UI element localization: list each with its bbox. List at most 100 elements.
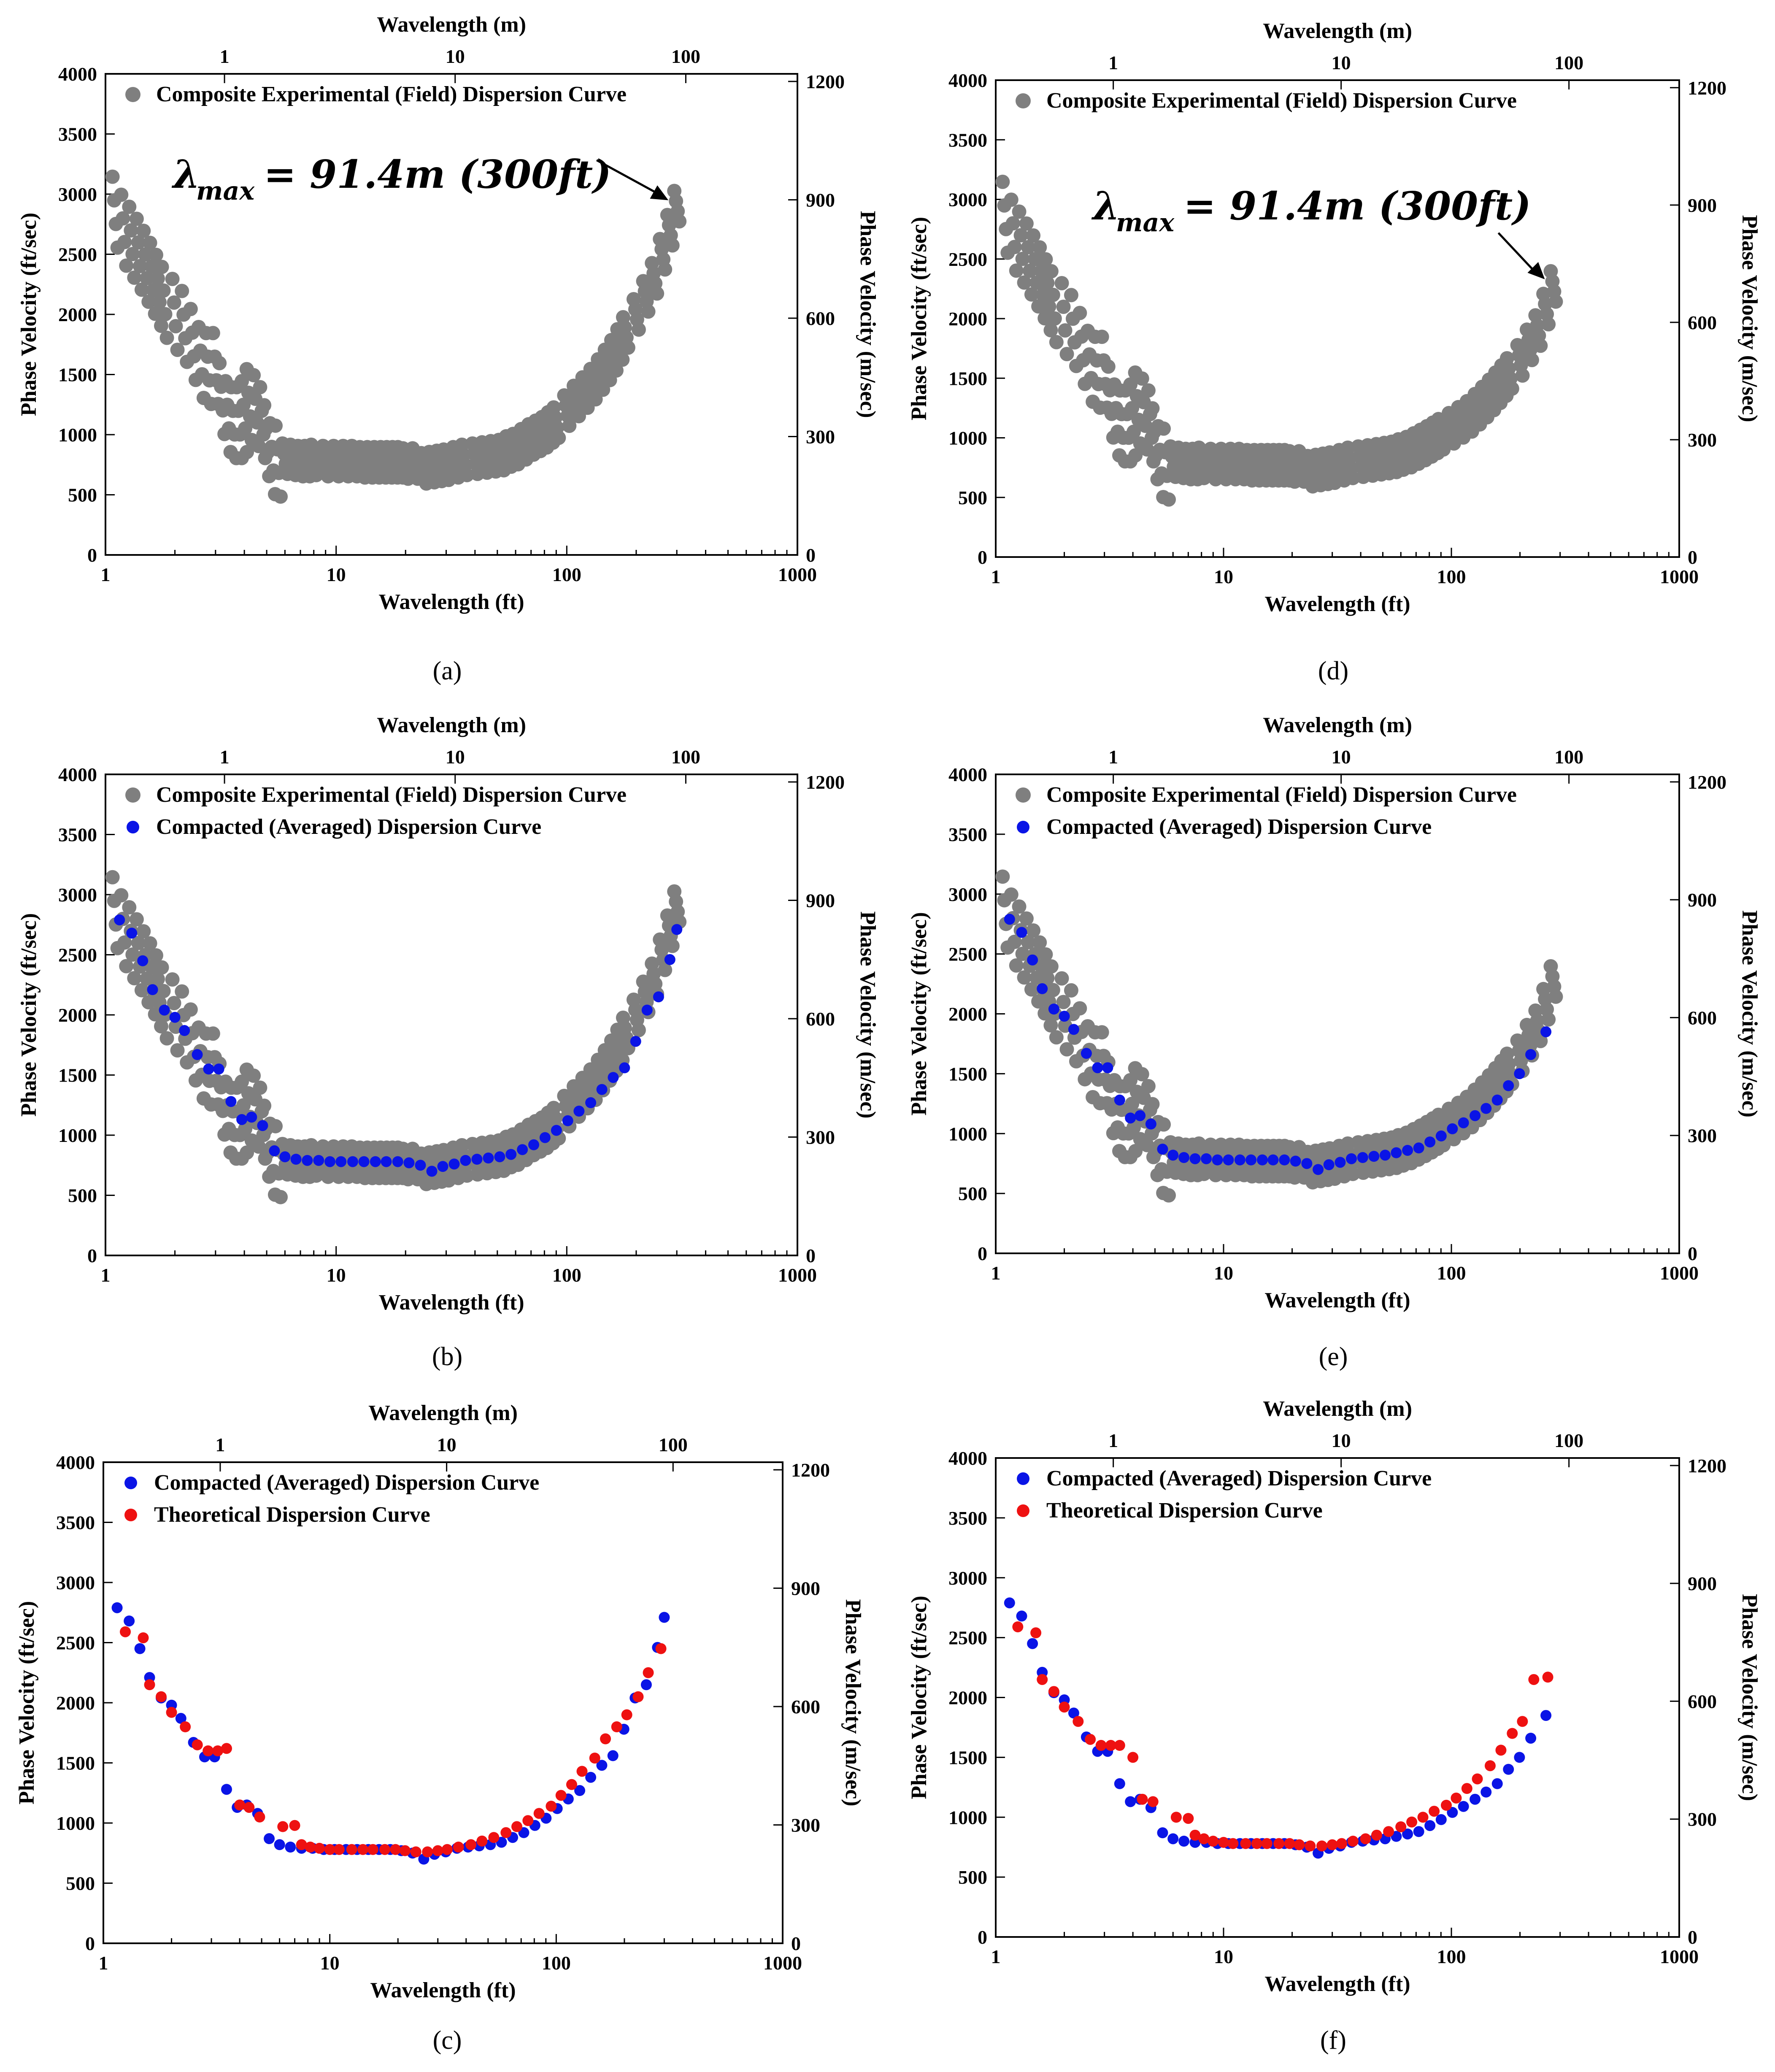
annotation-symbol: λ [1091,183,1120,229]
data-point [1009,958,1024,973]
data-point [117,935,132,950]
data-point [1043,323,1058,338]
legend-marker [125,787,140,803]
x-tick-label: 1000 [1660,566,1699,587]
data-point [1503,1080,1514,1091]
x2-axis-label: Wavelength (m) [377,713,526,737]
data-point [273,489,288,504]
data-point [273,1190,288,1204]
data-point [488,1832,500,1843]
data-point [1548,294,1563,309]
data-point [1383,1826,1394,1837]
data-point [165,272,180,286]
data-point [122,900,137,914]
data-point [1413,1826,1424,1837]
annotation-arrow-head [650,185,669,200]
data-point [111,1602,123,1613]
data-point [1540,1026,1552,1038]
data-point [357,1844,369,1855]
y2-tick-label: 1200 [791,1459,830,1481]
data-point [1043,1018,1058,1033]
data-point [1451,1792,1462,1804]
data-point [1514,1752,1525,1763]
y-tick-label: 4000 [948,1447,987,1469]
data-point [1267,1154,1279,1166]
data-point [1183,1813,1194,1824]
x2-tick-label: 1 [1108,1430,1118,1451]
data-point [422,1846,433,1858]
data-point [1030,1627,1042,1639]
data-point [1470,1793,1481,1805]
y2-tick-label: 1200 [1688,77,1726,99]
data-point [152,295,167,309]
y-tick-label: 3500 [948,1507,987,1529]
data-point [671,924,683,935]
data-point [1447,1807,1458,1818]
data-point [640,1679,652,1691]
data-point [114,888,129,903]
data-point [609,363,624,378]
data-point [183,1002,198,1017]
data-point [1044,264,1059,279]
x2-tick-label: 1 [215,1434,225,1455]
y-axis-label: Phase Velocity (ft/sec) [907,217,931,420]
y2-tick-label: 300 [806,1126,835,1148]
data-point [235,374,249,389]
y2-tick-label: 300 [1688,429,1717,451]
x-tick-label: 1 [99,1952,108,1974]
series-0 [1004,1597,1552,1859]
data-point [254,1811,265,1823]
y-tick-label: 3000 [948,1567,987,1589]
annotation-subscript: max [1116,208,1175,238]
data-point [1105,1740,1116,1751]
data-point [192,1049,203,1060]
series-0 [995,869,1563,1203]
data-point [1336,1838,1347,1849]
data-point [309,1168,324,1183]
x2-tick-label: 1 [220,46,230,67]
data-point [1156,1117,1171,1132]
data-point [117,235,132,249]
data-point [1059,347,1074,361]
data-point [522,1815,534,1826]
data-point [1073,1716,1084,1727]
y-tick-label: 500 [68,484,97,506]
data-point [1123,377,1138,392]
y-tick-label: 2500 [948,944,987,965]
data-point [1048,1004,1059,1015]
data-point [1208,1836,1219,1847]
data-point [631,322,646,337]
data-point [166,1707,177,1718]
y-tick-label: 1500 [56,1753,95,1774]
data-point [221,1784,232,1795]
series-0 [105,169,687,504]
data-point [141,995,156,1009]
y-tick-label: 500 [66,1873,95,1894]
data-point [1368,1151,1380,1162]
data-point [1135,1067,1149,1082]
data-point [453,1842,464,1853]
y-tick-label: 4000 [948,70,987,91]
data-point [1040,276,1055,290]
y-tick-label: 0 [978,546,987,568]
data-point [1056,995,1071,1009]
data-point [143,235,157,250]
data-point [119,258,134,273]
data-point [149,248,163,262]
series-0 [111,1602,670,1865]
y-tick-label: 0 [978,1243,987,1264]
y-tick-label: 4000 [948,764,987,785]
data-point [1162,492,1176,507]
data-point [653,991,664,1003]
x-axis-label: Wavelength (ft) [1264,1972,1410,1996]
data-point [607,1750,619,1761]
data-point [1145,1118,1156,1130]
data-point [243,1802,255,1813]
data-point [426,1166,438,1177]
data-point [1094,1025,1109,1040]
x-axis-label: Wavelength (ft) [1264,592,1410,616]
data-point [1528,1674,1540,1685]
x2-tick-label: 10 [1332,746,1351,768]
